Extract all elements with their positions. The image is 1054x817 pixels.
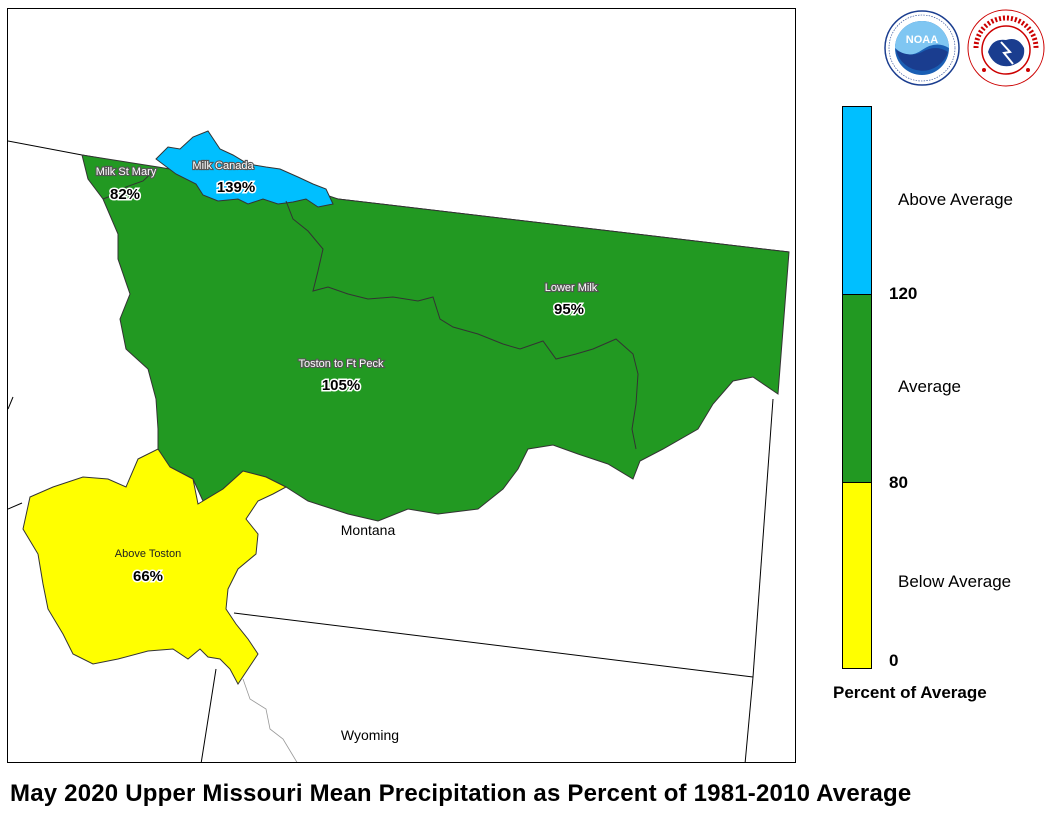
basin-percent-milk-st-mary: 82% — [110, 186, 140, 203]
wyoming-east-border — [744, 676, 754, 762]
gray-river-line — [242, 678, 298, 762]
basin-percent-toston-ft-peck: 105% — [322, 377, 360, 394]
legend-label-above-average: Above Average — [898, 190, 1013, 209]
montana-east-border — [752, 398, 774, 678]
basin-above-toston-region — [22, 448, 288, 685]
basin-label-milk-st-mary: Milk St Mary — [96, 166, 157, 178]
boundary-milk-st-mary — [102, 168, 157, 200]
basin-percent-milk-canada: 139% — [217, 179, 255, 196]
map-panel: Milk Canada 139% Milk St Mary 82% Lower … — [7, 8, 796, 763]
basin-label-milk-canada: Milk Canada — [192, 160, 254, 172]
noaa-logo-text: NOAA — [906, 34, 938, 46]
legend-label-average: Average — [898, 377, 962, 396]
legend-break-0: 0 — [889, 651, 899, 670]
basin-average-region — [81, 154, 790, 522]
montana-south-border — [233, 612, 754, 678]
legend-color-bar — [842, 106, 872, 669]
basin-milk-canada-region — [155, 130, 334, 208]
state-label-wyoming: Wyoming — [341, 727, 399, 743]
wyoming-west-border — [200, 668, 217, 762]
legend-title: Percent of Average — [833, 683, 987, 702]
legend-break-120: 120 — [889, 284, 918, 303]
basin-labels: Milk Canada 139% Milk St Mary 82% Lower … — [95, 159, 599, 743]
basin-label-above-toston: Above Toston — [115, 548, 181, 560]
legend-swatch-above-average — [843, 107, 871, 295]
idaho-border-stub-2 — [8, 396, 14, 410]
internal-basin-boundaries — [102, 168, 639, 450]
basin-label-toston-ft-peck: Toston to Ft Peck — [299, 358, 384, 370]
basin-percent-lower-milk: 95% — [554, 301, 584, 318]
legend-break-80: 80 — [889, 473, 908, 492]
legend-swatch-below-average — [843, 483, 871, 668]
legend-swatch-average — [843, 295, 871, 483]
basin-percent-above-toston: 66% — [133, 568, 163, 585]
state-label-montana: Montana — [341, 522, 396, 538]
basin-map: Milk Canada 139% Milk St Mary 82% Lower … — [8, 130, 790, 762]
idaho-border-stub — [8, 502, 23, 510]
basin-label-lower-milk: Lower Milk — [545, 282, 598, 294]
nws-logo — [967, 9, 1045, 87]
boundary-lower-milk — [285, 200, 639, 450]
noaa-logo: NOAA — [884, 10, 960, 86]
legend-label-below-average: Below Average — [898, 572, 1012, 591]
map-title: May 2020 Upper Missouri Mean Precipitati… — [10, 780, 912, 807]
